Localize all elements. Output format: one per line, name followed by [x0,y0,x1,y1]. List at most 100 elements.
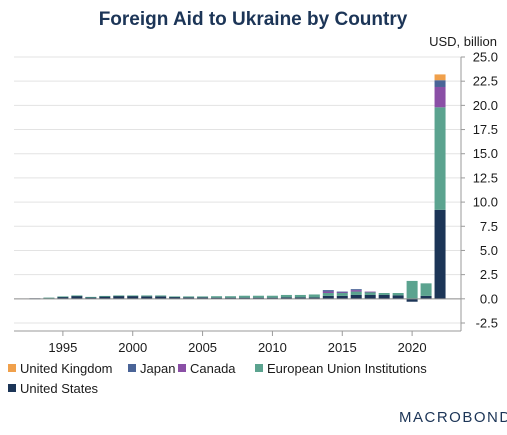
bar-segment [169,296,181,298]
legend-label: Canada [190,361,236,376]
x-tick-label: 2010 [258,340,287,355]
unit-label: USD, billion [429,34,497,49]
bar-segment [43,297,55,299]
y-tick-label: -2.5 [476,316,498,331]
bar-segment [266,297,278,299]
chart-title: Foreign Aid to Ukraine by Country [99,9,408,30]
y-axis-ticks: 25.0 22.5 20.0 17.5 15.0 12.5 10.0 7.5 5.0 2.5 0.0… [461,50,498,331]
bar-segment [406,280,418,299]
x-tick-label: 2005 [188,340,217,355]
bar-segment [378,293,390,295]
bar-segment [392,293,404,296]
bar-segment [127,295,139,299]
y-tick-label: 10.0 [473,195,498,210]
bar-segment [336,291,348,293]
bar-segment [85,296,97,298]
y-tick-label: 20.0 [473,98,498,113]
legend-swatch [255,364,263,372]
bar-segment [322,295,334,299]
legend-swatch [128,364,136,372]
bar-segment [85,297,97,299]
bar-segment [406,298,418,302]
bar-segment [141,295,153,297]
bar-segment [99,296,111,299]
legend-swatch [8,384,16,392]
y-tick-label: 15.0 [473,146,498,161]
bar-segment [197,297,209,299]
y-tick-label: 12.5 [473,170,498,185]
brand-name: MACROBOND [399,409,507,426]
gridlines [14,56,461,324]
bar-segment [308,294,320,298]
bar-segment [322,290,334,292]
y-tick-label: 25.0 [473,50,498,65]
bar-segment [350,291,362,295]
bar-segment [238,295,250,298]
bar-segment [378,294,390,299]
bar-segment [238,297,250,299]
axes [14,57,462,332]
bar-segment [336,293,348,296]
bar-segment [294,297,306,299]
bar-segment [183,297,195,299]
bars [29,74,446,302]
bar-segment [225,297,237,299]
bar-segment [71,295,83,299]
bar-segment [183,296,195,298]
bar-segment [127,295,139,297]
x-axis-ticks: 1995 2000 2005 2010 2015 2020 [48,331,427,355]
bar-segment [364,292,376,295]
bar-segment [252,295,264,298]
bar-segment [169,296,181,299]
bar-segment [392,295,404,299]
x-tick-label: 2000 [118,340,147,355]
bar-segment [350,289,362,291]
bar-segment [113,295,125,299]
legend-label: United Kingdom [20,361,113,376]
legend-swatch [178,364,186,372]
bar-segment [225,296,237,298]
bar-segment [322,293,334,296]
bar-segment [211,296,223,298]
bar-segment [57,296,69,299]
x-tick-label: 1995 [48,340,77,355]
bar-segment [434,74,446,81]
bar-segment [294,294,306,298]
bar-segment [336,295,348,299]
legend-label: European Union Institutions [267,361,427,376]
bar-segment [197,296,209,298]
y-tick-label: 22.5 [473,74,498,89]
bar-segment [434,107,446,210]
legend-swatch [8,364,16,372]
bar-segment [434,209,446,299]
y-tick-label: 0.0 [480,291,498,306]
bar-segment [364,294,376,299]
x-tick-label: 2015 [328,340,357,355]
y-tick-label: 2.5 [480,267,498,282]
bar-segment [434,80,446,87]
bar-segment [364,291,376,293]
y-tick-label: 5.0 [480,243,498,258]
legend-label: United States [20,381,99,396]
bar-segment [350,290,362,292]
bar-segment [280,297,292,299]
bar-segment [322,291,334,294]
macrobond-logo: MACROBOND [399,409,507,426]
legend-label: Japan [140,361,175,376]
bar-segment [434,86,446,108]
bar-segment [420,295,432,299]
bar-segment [155,296,167,299]
bar-segment [266,295,278,298]
bar-segment [252,297,264,299]
bar-segment [57,296,69,298]
bar-segment [155,295,167,297]
y-tick-label: 7.5 [480,219,498,234]
bar-segment [280,294,292,298]
bar-segment [420,283,432,296]
y-tick-label: 17.5 [473,122,498,137]
bar-segment [350,294,362,299]
bar-segment [308,297,320,299]
x-tick-label: 2020 [398,340,427,355]
legend: United Kingdom Japan Canada European Union … [8,361,427,396]
